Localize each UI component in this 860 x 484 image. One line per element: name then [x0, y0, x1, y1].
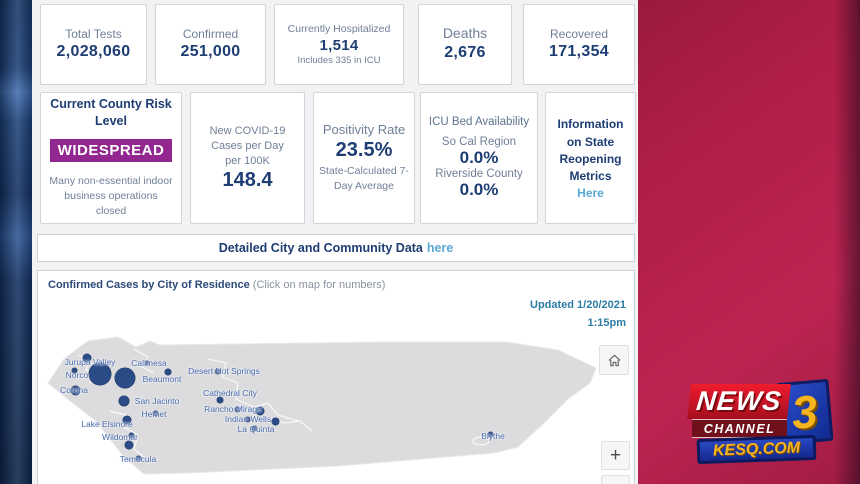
risk-level-card: Current County Risk Level WIDESPREAD Man…	[40, 92, 182, 224]
stat-card-recovered: Recovered 171,354	[523, 4, 635, 85]
map-subtitle: (Click on map for numbers)	[252, 279, 386, 291]
icu-region-label: So Cal Region	[441, 136, 517, 148]
left-graphic-band	[0, 0, 32, 484]
map-city-marker[interactable]	[128, 432, 134, 438]
risk-level-note: Many non-essential indoor business opera…	[49, 174, 173, 218]
stat-value: 251,000	[180, 42, 241, 60]
background-shade	[834, 0, 860, 484]
stat-label: Confirmed	[182, 26, 239, 41]
map-city-marker[interactable]	[487, 431, 493, 437]
map-city-label: Indian Wells	[224, 414, 272, 424]
divider-strip	[32, 0, 37, 484]
map-city-marker[interactable]	[165, 369, 171, 375]
map-city-label: Hemet	[141, 409, 167, 419]
logo-channel-text: CHANNEL	[692, 419, 787, 438]
map-city-label: Lake Elsinore	[81, 419, 133, 429]
reopening-info-text: Information on State Reopening Metrics	[557, 117, 624, 184]
map-city-marker[interactable]	[251, 425, 257, 431]
stat-value: 171,354	[549, 42, 609, 60]
new-cases-value: 148.4	[222, 168, 273, 191]
map-zoom-out-button[interactable]: −	[601, 475, 630, 484]
map-city-marker[interactable]	[145, 361, 149, 365]
risk-level-badge: WIDESPREAD	[49, 138, 173, 162]
map-city-marker[interactable]	[115, 368, 135, 388]
station-logo: 3 NEWS CHANNEL KESQ.COM	[686, 378, 836, 469]
stat-subtext: Includes 335 in ICU	[297, 55, 381, 67]
map-city-marker[interactable]	[135, 455, 141, 461]
logo-site-url: KESQ.COM	[696, 434, 817, 465]
map-title: Confirmed Cases by City of Residence	[48, 279, 250, 291]
map-city-marker[interactable]	[152, 410, 158, 416]
stat-label: Currently Hospitalized	[287, 22, 391, 35]
map-city-label: La Quinta	[237, 424, 275, 434]
map-city-marker[interactable]	[83, 354, 91, 362]
map-city-label: Blythe	[481, 431, 505, 441]
covid-dashboard: Total Tests 2,028,060 Confirmed 251,000 …	[37, 0, 638, 484]
logo-news-text: NEWS	[687, 384, 791, 419]
stat-value: 1,514	[319, 36, 359, 54]
map-city-marker[interactable]	[71, 367, 77, 373]
map-header: Confirmed Cases by City of Residence (Cl…	[48, 279, 385, 291]
icu-card: ICU Bed Availability So Cal Region 0.0% …	[420, 92, 538, 224]
map-city-marker[interactable]	[256, 407, 264, 415]
home-icon	[607, 354, 621, 366]
map-city-label: Calimesa	[131, 358, 167, 368]
map-city-marker[interactable]	[244, 416, 250, 422]
stat-card-confirmed: Confirmed 251,000	[155, 4, 266, 85]
stat-card-deaths: Deaths 2,676	[418, 4, 512, 85]
map-city-label: Jurupa Valley	[64, 357, 116, 367]
map-city-label: Beaumont	[142, 374, 182, 384]
new-cases-card: New COVID-19 Cases per Day per 100K 148.…	[190, 92, 305, 224]
map-canvas[interactable]: Jurupa Valley Norco Corona Calimesa Beaumont…	[38, 271, 636, 484]
map-city-label: Desert Hot Springs	[188, 366, 260, 376]
map-home-button[interactable]	[599, 345, 629, 375]
stat-value: 2,028,060	[56, 42, 131, 60]
map-city-marker[interactable]	[271, 417, 279, 425]
map-city-marker[interactable]	[234, 406, 240, 412]
stat-value: 2,676	[444, 43, 486, 61]
map-city-label: Rancho Mirage	[204, 404, 262, 414]
positivity-card: Positivity Rate 23.5% State-Calculated 7…	[313, 92, 415, 224]
map-panel: Confirmed Cases by City of Residence (Cl…	[37, 270, 635, 484]
map-city-marker[interactable]	[123, 416, 131, 424]
positivity-label: Positivity Rate	[322, 122, 406, 138]
icu-region-label: Riverside County	[435, 168, 523, 180]
map-city-marker[interactable]	[217, 397, 223, 403]
stat-label: Deaths	[442, 25, 488, 42]
map-updated-timestamp: Updated 1/20/2021 1:15pm	[530, 297, 626, 332]
icu-title: ICU Bed Availability	[428, 116, 530, 128]
stat-label: Total Tests	[65, 26, 122, 41]
icu-region-value: 0.0%	[459, 148, 499, 167]
detailed-data-link[interactable]: here	[426, 241, 454, 255]
stat-label: Recovered	[549, 26, 609, 41]
stat-card-total-tests: Total Tests 2,028,060	[40, 4, 147, 85]
positivity-subtext: State-Calculated 7-Day Average	[319, 165, 409, 192]
map-city-marker[interactable]	[119, 396, 129, 406]
detailed-data-banner: Detailed City and Community Data here	[37, 234, 635, 262]
map-zoom-in-button[interactable]: +	[601, 441, 630, 470]
positivity-value: 23.5%	[335, 139, 393, 162]
reopening-info-card: Information on State Reopening Metrics H…	[545, 92, 636, 224]
map-city-marker[interactable]	[125, 441, 133, 449]
map-city-label: San Jacinto	[134, 396, 180, 406]
reopening-info-link[interactable]: Here	[577, 185, 604, 200]
map-city-label: Norco	[65, 370, 89, 380]
icu-region-value: 0.0%	[459, 180, 499, 199]
map-city-marker[interactable]	[89, 363, 111, 385]
risk-level-title: Current County Risk Level	[50, 97, 172, 128]
updated-date: Updated 1/20/2021	[530, 299, 626, 311]
detailed-data-text: Detailed City and Community Data	[218, 241, 423, 255]
map-city-marker[interactable]	[70, 385, 80, 395]
map-city-marker[interactable]	[214, 368, 220, 374]
map-city-label: Cathedral City	[203, 388, 257, 398]
map-city-label: Temecula	[119, 454, 157, 464]
updated-time: 1:15pm	[587, 316, 626, 329]
map-city-label: Wildomar	[102, 432, 138, 442]
stat-card-hospitalized: Currently Hospitalized 1,514 Includes 33…	[274, 4, 404, 85]
new-cases-label: New COVID-19 Cases per Day per 100K	[209, 125, 286, 167]
map-city-label: Corona	[60, 385, 88, 395]
